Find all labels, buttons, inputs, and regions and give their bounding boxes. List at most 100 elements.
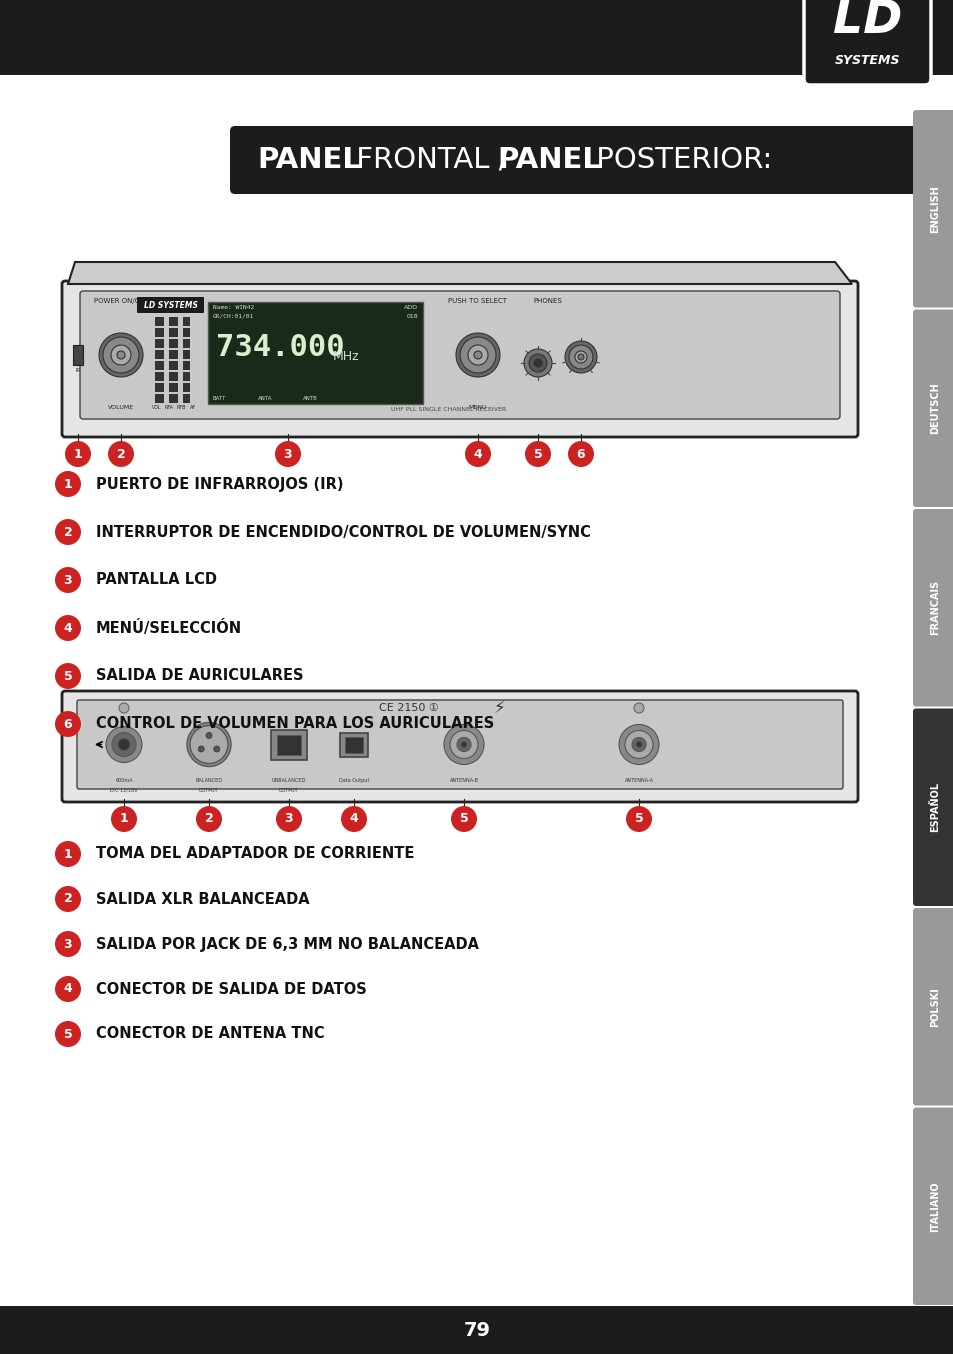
Text: 4: 4	[349, 812, 358, 826]
Circle shape	[108, 441, 133, 467]
Circle shape	[55, 932, 81, 957]
Text: 3: 3	[64, 937, 72, 951]
Text: 1: 1	[64, 848, 72, 861]
Text: ITALIANO: ITALIANO	[929, 1181, 939, 1232]
FancyBboxPatch shape	[803, 0, 930, 85]
Text: CONTROL DE VOLUMEN PARA LOS AURICULARES: CONTROL DE VOLUMEN PARA LOS AURICULARES	[96, 716, 494, 731]
Text: %: %	[184, 298, 188, 303]
Circle shape	[55, 615, 81, 640]
Text: GR/CH:01/01: GR/CH:01/01	[213, 314, 254, 320]
Text: ANTENNA-A: ANTENNA-A	[624, 779, 653, 783]
Circle shape	[625, 806, 651, 831]
FancyBboxPatch shape	[62, 691, 857, 802]
Bar	[169, 338, 178, 348]
Bar	[169, 328, 178, 337]
Bar	[208, 302, 422, 403]
Bar	[169, 349, 178, 359]
Text: Data Output: Data Output	[338, 779, 369, 783]
Circle shape	[443, 724, 483, 765]
Circle shape	[451, 806, 476, 831]
Text: MHz: MHz	[333, 351, 359, 363]
Text: FRANCAIS: FRANCAIS	[929, 580, 939, 635]
Circle shape	[474, 351, 481, 359]
Text: 3: 3	[284, 812, 293, 826]
Bar	[183, 383, 190, 393]
Text: POSTERIOR:: POSTERIOR:	[586, 146, 771, 175]
Circle shape	[568, 345, 593, 370]
Circle shape	[55, 1021, 81, 1047]
Circle shape	[195, 806, 222, 831]
Circle shape	[99, 333, 143, 376]
Bar	[183, 317, 190, 326]
Circle shape	[103, 337, 139, 372]
Circle shape	[464, 441, 491, 467]
Text: ESPAÑOL: ESPAÑOL	[929, 783, 939, 833]
Circle shape	[119, 703, 129, 714]
Circle shape	[111, 345, 131, 366]
Text: POLSKI: POLSKI	[929, 987, 939, 1026]
Circle shape	[524, 441, 551, 467]
Bar	[339, 733, 368, 757]
Text: 5: 5	[533, 448, 542, 460]
FancyBboxPatch shape	[80, 291, 840, 418]
Circle shape	[534, 359, 541, 367]
Text: PUERTO DE INFRARROJOS (IR): PUERTO DE INFRARROJOS (IR)	[96, 477, 343, 492]
Bar	[345, 737, 363, 753]
Text: VOL: VOL	[152, 405, 162, 410]
Text: UNBALANCED: UNBALANCED	[272, 779, 306, 783]
Bar	[154, 338, 164, 348]
Circle shape	[468, 345, 488, 366]
Text: 4: 4	[473, 448, 482, 460]
Circle shape	[529, 353, 546, 372]
Text: SYSTEMS: SYSTEMS	[834, 54, 900, 66]
FancyBboxPatch shape	[912, 909, 953, 1105]
Circle shape	[55, 976, 81, 1002]
Text: PANEL: PANEL	[497, 146, 600, 175]
Bar	[276, 734, 301, 754]
Bar	[183, 338, 190, 348]
Bar	[154, 349, 164, 359]
FancyBboxPatch shape	[62, 282, 857, 437]
Circle shape	[275, 806, 302, 831]
Circle shape	[456, 333, 499, 376]
Text: D.C 12/18V: D.C 12/18V	[111, 788, 137, 793]
Circle shape	[55, 711, 81, 737]
Text: PANTALLA LCD: PANTALLA LCD	[96, 573, 216, 588]
Circle shape	[274, 441, 301, 467]
Bar	[154, 317, 164, 326]
Circle shape	[198, 746, 204, 751]
Text: ANTB: ANTB	[303, 395, 317, 401]
Circle shape	[564, 341, 597, 372]
Text: 2: 2	[64, 892, 72, 906]
Text: SALIDA DE AURICULARES: SALIDA DE AURICULARES	[96, 669, 303, 684]
Circle shape	[523, 349, 552, 376]
Text: 4: 4	[64, 983, 72, 995]
Text: 4: 4	[64, 621, 72, 635]
Bar	[169, 317, 178, 326]
Circle shape	[575, 351, 586, 363]
Text: ⚡: ⚡	[493, 699, 504, 718]
Circle shape	[187, 723, 231, 766]
Circle shape	[578, 353, 583, 360]
Text: AF: AF	[190, 405, 196, 410]
Circle shape	[117, 351, 125, 359]
Text: 734.000: 734.000	[215, 333, 344, 363]
Circle shape	[106, 727, 142, 762]
Text: 5: 5	[459, 812, 468, 826]
Text: IR: IR	[75, 368, 81, 372]
Text: ENGLISH: ENGLISH	[929, 185, 939, 233]
FancyBboxPatch shape	[912, 110, 953, 307]
Text: VOLUME: VOLUME	[108, 405, 134, 410]
Circle shape	[213, 746, 219, 751]
Text: TOMA DEL ADAPTADOR DE CORRIENTE: TOMA DEL ADAPTADOR DE CORRIENTE	[96, 846, 414, 861]
Text: 5: 5	[64, 669, 72, 682]
Text: CONECTOR DE SALIDA DE DATOS: CONECTOR DE SALIDA DE DATOS	[96, 982, 366, 997]
Text: UHF PLL SINGLE CHANNEL RECEIVER: UHF PLL SINGLE CHANNEL RECEIVER	[391, 408, 506, 412]
Bar	[271, 730, 307, 760]
Text: 2: 2	[116, 448, 125, 460]
Text: BALANCED: BALANCED	[195, 779, 222, 783]
Circle shape	[636, 742, 641, 747]
Bar	[183, 394, 190, 403]
Circle shape	[450, 731, 477, 758]
Text: 018: 018	[406, 314, 417, 320]
